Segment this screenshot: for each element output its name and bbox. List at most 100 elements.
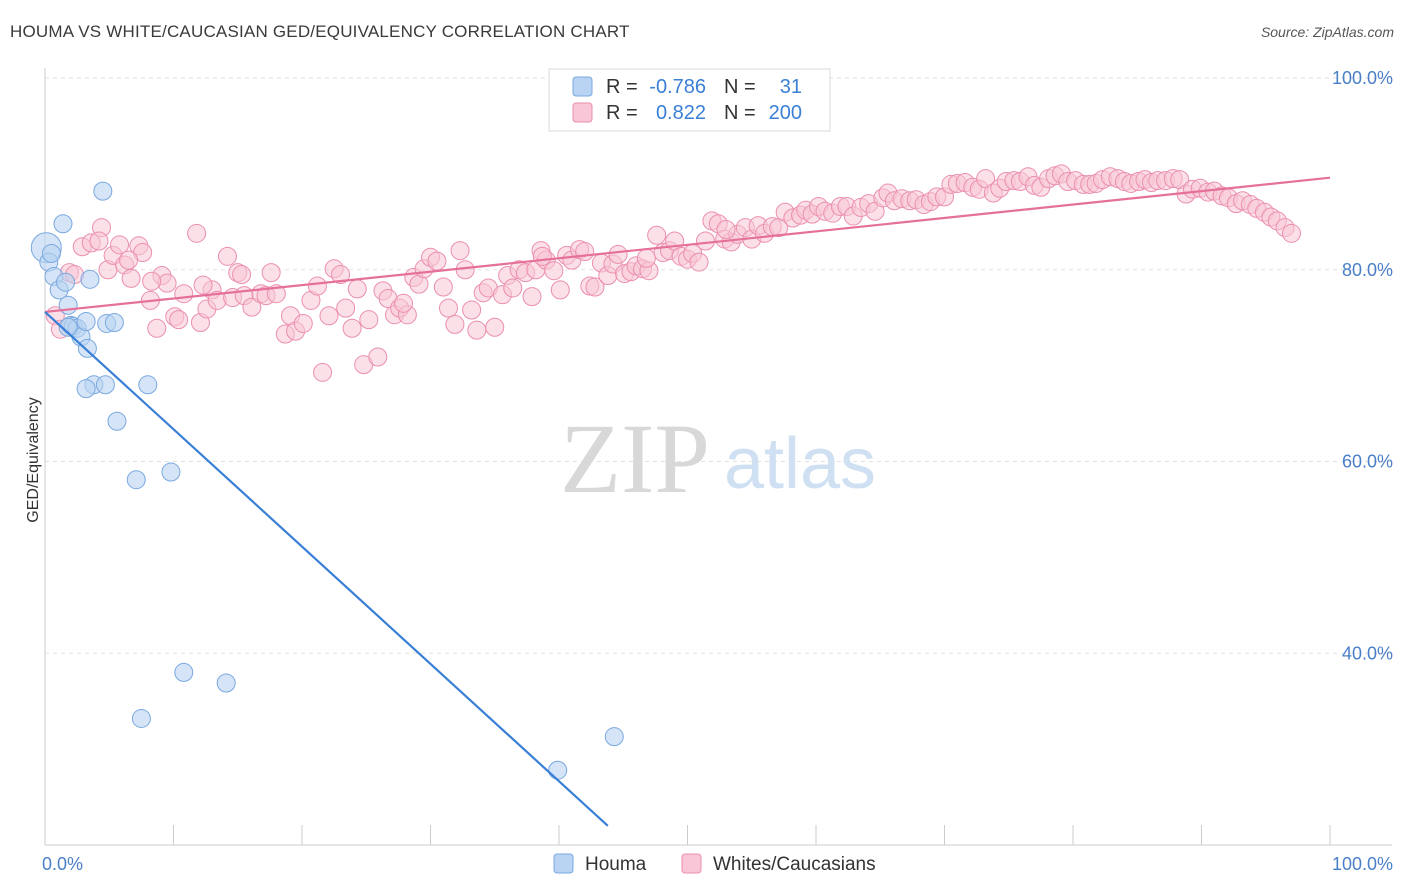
point-whites-30 [242, 297, 262, 317]
y-axis-label: GED/Equivalency [25, 397, 42, 522]
point-whites-63 [445, 314, 465, 334]
point-houma-21 [107, 411, 127, 431]
point-whites-38 [293, 313, 313, 333]
point-whites-70 [485, 317, 505, 337]
point-houma-16 [93, 181, 113, 201]
legend-swatch-whites [572, 102, 593, 123]
point-whites-91 [608, 244, 628, 264]
point-houma-12 [76, 312, 96, 332]
point-whites-73 [503, 278, 523, 298]
x-tick-label-0: 0.0% [42, 854, 83, 874]
series-legend-label-houma: Houma [585, 854, 647, 875]
point-houma-28 [548, 760, 568, 780]
trend-line-houma [44, 311, 609, 827]
series-legend-swatch-whites [681, 853, 702, 874]
point-whites-19 [169, 310, 189, 330]
point-whites-76 [522, 287, 542, 307]
point-houma-24 [161, 462, 181, 482]
point-whites-20 [174, 284, 194, 304]
point-whites-199 [193, 275, 213, 295]
point-whites-40 [307, 276, 327, 296]
point-whites-193 [532, 246, 552, 266]
axes [44, 68, 1392, 846]
point-whites-97 [647, 225, 667, 245]
point-whites-194 [394, 293, 414, 313]
chart-title: HOUMA VS WHITE/CAUCASIAN GED/EQUIVALENCY… [10, 22, 630, 41]
point-whites-47 [347, 279, 367, 299]
point-houma-27 [131, 708, 151, 728]
point-whites-15 [147, 318, 167, 338]
point-whites-42 [319, 306, 339, 326]
point-whites-80 [544, 261, 564, 281]
point-whites-61 [433, 277, 453, 297]
y-tick-label-0: 40.0% [1342, 643, 1393, 663]
x-tick-labels: 0.0% 100.0% [42, 854, 1393, 874]
point-houma-30 [58, 317, 78, 337]
point-whites-9 [110, 235, 130, 255]
point-whites-50 [368, 347, 388, 367]
legend-n-value-whites: 200 [769, 102, 802, 124]
point-houma-29 [604, 727, 624, 747]
x-tick-label-1: 100.0% [1332, 854, 1393, 874]
stats-legend-box [548, 68, 831, 132]
point-whites-192 [636, 248, 656, 268]
point-whites-81 [550, 280, 570, 300]
point-whites-41 [313, 362, 333, 382]
point-whites-11 [121, 268, 141, 288]
point-houma-14 [80, 269, 100, 289]
legend-swatch-houma [572, 76, 593, 97]
point-whites-198 [119, 250, 139, 270]
series-legend-swatch-houma [553, 853, 574, 874]
series-legend: Houma Whites/Caucasians [553, 853, 876, 875]
watermark: ZIP atlas [560, 403, 876, 514]
point-houma-6 [56, 272, 76, 292]
point-houma-25 [174, 662, 194, 682]
y-tick-label-3: 100.0% [1332, 68, 1393, 88]
legend-r-label-whites: R = [606, 102, 638, 124]
point-whites-46 [342, 318, 362, 338]
legend-r-label-houma: R = [606, 76, 638, 98]
grid-lines [45, 77, 1392, 654]
trend-lines [44, 176, 1331, 827]
point-houma-18 [76, 379, 96, 399]
point-whites-45 [336, 298, 356, 318]
point-whites-190 [1281, 223, 1301, 243]
point-whites-60 [427, 251, 447, 271]
point-whites-26 [217, 246, 237, 266]
point-houma-2 [41, 243, 61, 263]
chart-source: Source: ZipAtlas.com [1260, 24, 1394, 40]
point-whites-49 [359, 310, 379, 330]
point-whites-44 [331, 265, 351, 285]
point-whites-105 [695, 231, 715, 251]
watermark-atlas: atlas [724, 424, 876, 504]
legend-n-label-houma: N = [724, 76, 756, 98]
y-tick-labels: 40.0% 60.0% 80.0% 100.0% [1332, 68, 1393, 663]
point-houma-7 [58, 295, 78, 315]
y-tick-label-2: 80.0% [1342, 260, 1393, 280]
point-houma-26 [216, 673, 236, 693]
legend-n-label-whites: N = [724, 102, 756, 124]
point-whites-21 [187, 223, 207, 243]
point-whites-196 [142, 271, 162, 291]
point-whites-104 [689, 252, 709, 272]
point-houma-13 [77, 338, 97, 358]
point-whites-87 [585, 277, 605, 297]
point-whites-66 [462, 300, 482, 320]
point-whites-67 [467, 320, 487, 340]
series-houma-points [30, 181, 624, 780]
trend-line-whites [44, 176, 1331, 314]
point-whites-85 [575, 242, 595, 262]
y-tick-label-1: 60.0% [1342, 452, 1393, 472]
watermark-zip: ZIP [560, 403, 710, 514]
point-whites-197 [89, 231, 109, 251]
legend-r-value-houma: -0.786 [649, 76, 706, 98]
legend-n-value-houma: 31 [780, 76, 802, 98]
stats-legend: R = -0.786 N = 31 R = 0.822 N = 200 [548, 68, 831, 132]
point-whites-33 [261, 263, 281, 283]
point-whites-191 [716, 219, 736, 239]
point-houma-22 [126, 470, 146, 490]
point-whites-62 [438, 298, 458, 318]
point-houma-23 [138, 375, 158, 395]
series-legend-label-whites: Whites/Caucasians [713, 854, 876, 875]
